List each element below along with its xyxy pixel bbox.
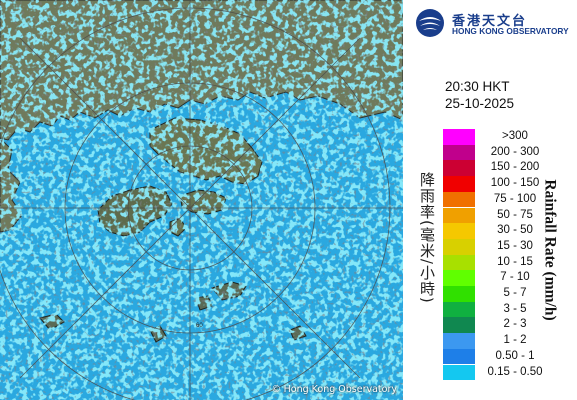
legend-label: 75 - 100: [493, 192, 537, 205]
date-label: 25-10-2025: [445, 96, 515, 111]
legend-row: 0.15 - 0.50: [443, 364, 563, 381]
legend-label: 30 - 50: [497, 224, 533, 237]
copyright-symbol: ©: [271, 384, 281, 395]
legend-swatch: [443, 238, 475, 255]
legend-swatch: [443, 317, 475, 334]
org-name-en: HONG KONG OBSERVATORY: [452, 26, 569, 36]
legend-swatch: [443, 191, 475, 208]
legend-label: 7 - 10: [500, 271, 530, 284]
legend-row: 7 - 10: [443, 270, 563, 286]
copyright-notice: © Hong Kong Observatory: [271, 384, 397, 395]
legend-row: 5 - 7: [443, 286, 563, 302]
legend-row: 50 - 75: [443, 207, 563, 224]
legend-swatch: [443, 223, 475, 239]
legend-row: 100 - 150: [443, 176, 563, 192]
hko-logo: 香港天文台 HONG KONG OBSERVATORY: [415, 8, 575, 40]
legend-row: 30 - 50: [443, 223, 563, 239]
legend-row: 200 - 300: [443, 144, 563, 161]
legend-swatch: [443, 207, 475, 224]
legend-swatch: [443, 129, 475, 145]
legend-label: 10 - 15: [497, 255, 533, 268]
copyright-text: Hong Kong Observatory: [283, 384, 397, 395]
echo-outlines: [0, 0, 403, 400]
legend-title-en: Rainfall Rate (mm/h): [542, 179, 560, 321]
radar-map: 60 © Hong Kong Observatory: [0, 0, 403, 400]
legend-label: 2 - 3: [503, 318, 527, 331]
legend-swatch: [443, 333, 475, 349]
legend-swatch: [443, 160, 475, 177]
legend-swatch: [443, 348, 475, 365]
legend-label: 0.50 - 1: [495, 349, 535, 362]
legend-row: 15 - 30: [443, 238, 563, 255]
legend-row: 10 - 15: [443, 254, 563, 271]
legend-swatch: [443, 270, 475, 286]
legend-swatch: [443, 254, 475, 271]
legend-swatch: [443, 176, 475, 192]
radar-map-canvas: 60: [0, 0, 403, 400]
legend-row: 150 - 200: [443, 160, 563, 177]
legend-row: 0.50 - 1: [443, 348, 563, 365]
legend-title-en-wrapper: Rainfall Rate (mm/h): [532, 128, 568, 372]
info-panel: 香港天文台 HONG KONG OBSERVATORY 20:30 HKT 25…: [403, 0, 577, 400]
legend-label: 50 - 75: [497, 208, 533, 221]
legend-row: 1 - 2: [443, 333, 563, 349]
legend-swatch: [443, 144, 475, 161]
observation-time: 20:30 HKT 25-10-2025: [445, 78, 514, 112]
legend-row: 75 - 100: [443, 191, 563, 208]
range-rings: [0, 0, 403, 400]
time-label: 20:30 HKT: [445, 79, 510, 94]
legend-label: 0.15 - 0.50: [487, 365, 543, 378]
legend-row: >300: [443, 129, 563, 145]
legend-label: 15 - 30: [497, 239, 533, 252]
legend-row: 3 - 5: [443, 301, 563, 318]
legend-swatch: [443, 301, 475, 318]
hko-emblem-icon: [416, 9, 444, 37]
legend-label: 3 - 5: [503, 302, 527, 315]
legend-label: >300: [502, 130, 528, 142]
legend-label: 5 - 7: [503, 287, 527, 299]
range-ring-label: 60: [196, 323, 203, 329]
legend-label: 200 - 300: [490, 145, 540, 158]
legend-title-zh: 降雨率(毫米/小時): [418, 172, 436, 304]
legend-label: 150 - 200: [490, 161, 540, 174]
legend-label: 100 - 150: [490, 177, 540, 190]
org-name-zh: 香港天文台: [452, 14, 528, 29]
legend-swatch: [443, 286, 475, 302]
legend-label: 1 - 2: [503, 334, 527, 347]
legend-swatch: [443, 364, 475, 381]
legend-row: 2 - 3: [443, 317, 563, 334]
